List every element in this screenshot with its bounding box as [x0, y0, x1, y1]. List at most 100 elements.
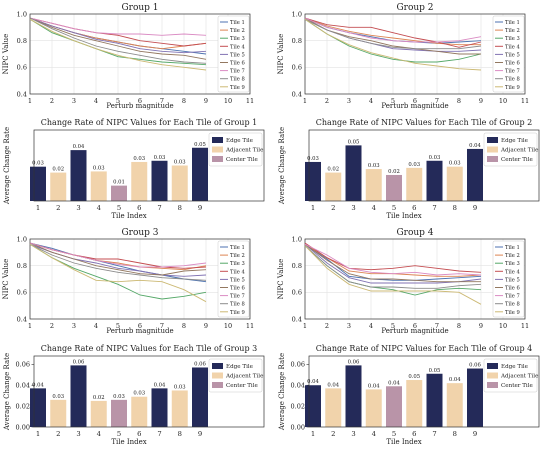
legend-box — [492, 15, 525, 93]
bar-tile-7 — [151, 160, 168, 201]
x-tick-label: 8 — [182, 97, 186, 105]
bar-value-label: 0.05 — [408, 374, 420, 380]
series-line-tile-7 — [304, 17, 482, 43]
series-line-tile-4 — [304, 242, 482, 273]
chart-title: Group 4 — [396, 228, 433, 238]
x-axis-label: Perturb magnitude — [106, 102, 173, 110]
bar-tile-1 — [30, 166, 46, 201]
y-tick-label: 0.00 — [291, 423, 305, 431]
y-tick-label: 0.6 — [17, 64, 27, 72]
legend-label: Tile 6 — [230, 286, 245, 292]
legend-label: Center Tile — [501, 383, 534, 389]
legend-label: Tile 9 — [230, 310, 245, 316]
series-line-tile-9 — [304, 245, 482, 305]
x-tick-label: 3 — [351, 204, 355, 212]
x-tick-label: 5 — [392, 430, 396, 438]
bar-tile-9 — [192, 147, 208, 201]
plot-frame — [308, 129, 540, 202]
x-tick-label: 6 — [412, 430, 416, 438]
legend-label: Adjacent Tile — [500, 148, 539, 154]
x-tick-label: 6 — [413, 97, 417, 105]
legend-label: Center Tile — [226, 383, 259, 389]
bar-chart-svg: Change Rate of NIPC Values for Each Tile… — [3, 344, 265, 446]
y-tick-label: 0.00 — [16, 423, 30, 431]
y-tick-label: 0.06 — [16, 361, 30, 369]
x-tick-label: 5 — [116, 97, 120, 105]
x-tick-label: 1 — [311, 430, 315, 438]
x-tick-label: 1 — [303, 97, 307, 105]
legend-swatch — [487, 363, 498, 369]
x-tick-label: 4 — [97, 430, 101, 438]
legend-box — [217, 240, 250, 318]
y-tick-label: 1.0 — [17, 235, 27, 243]
bar-tile-8 — [446, 383, 463, 427]
x-tick-label: 2 — [50, 97, 54, 105]
y-tick-label: 0.04 — [291, 382, 305, 390]
y-axis-label: NIPC Value — [2, 34, 10, 75]
x-tick-label: 3 — [72, 97, 76, 105]
x-tick-label: 8 — [453, 430, 457, 438]
bar-tile-8 — [446, 166, 463, 201]
bar-value-label: 0.03 — [52, 394, 64, 400]
line-chart-svg: Group 1 1 2 3 4 5 6 7 8 9 10 11 0.4 0.6 0.8 1.0 Perturb … — [2, 3, 254, 110]
x-tick-label: 4 — [94, 97, 98, 105]
x-tick-label: 7 — [157, 430, 161, 438]
x-tick-label: 3 — [347, 97, 351, 105]
x-tick-label: 11 — [521, 322, 529, 330]
group4-line-chart: Group 4 1 2 3 4 5 6 7 8 9 10 11 0.4 0.6 0.8 1.0 Perturb … — [275, 225, 550, 337]
bar-tile-8 — [171, 390, 188, 427]
bar-value-label: 0.03 — [408, 162, 420, 168]
bar-tile-9 — [467, 148, 483, 201]
bar-value-label: 0.05 — [429, 368, 441, 374]
x-tick-label: 2 — [56, 430, 60, 438]
chart-title: Change Rate of NIPC Values for Each Tile… — [316, 344, 532, 353]
legend-label: Tile 1 — [505, 20, 520, 26]
y-tick-label: 0.4 — [17, 90, 27, 98]
legend-swatch — [212, 146, 223, 153]
x-tick-label: 8 — [457, 322, 461, 330]
x-tick-label: 7 — [435, 97, 439, 105]
bar-tile-2 — [50, 399, 67, 427]
legend-label: Tile 8 — [230, 77, 245, 83]
group1-change-rate-bar-chart: Change Rate of NIPC Values for Each Tile… — [0, 113, 275, 223]
x-tick-label: 6 — [412, 204, 416, 212]
bar-value-label: 0.06 — [469, 363, 481, 369]
chart-title: Change Rate of NIPC Values for Each Tile… — [41, 344, 257, 353]
bar-value-label: 0.03 — [133, 156, 145, 162]
bar-tile-2 — [325, 388, 342, 427]
x-tick-label: 6 — [138, 97, 142, 105]
y-tick-label: 0.4 — [17, 315, 27, 323]
plot-frame — [29, 238, 251, 320]
y-tick-label: 0.02 — [16, 402, 30, 410]
y-tick-label: 0.6 — [17, 289, 27, 297]
x-tick-label: 4 — [369, 322, 373, 330]
series-line-tile-8 — [29, 243, 207, 281]
x-tick-label: 1 — [36, 430, 40, 438]
line-chart-svg: Group 3 1 2 3 4 5 6 7 8 9 10 11 0.4 0.6 0.8 1.0 Perturb … — [2, 228, 254, 335]
series-line-tile-9 — [29, 243, 207, 303]
group2-line-chart: Group 2 1 2 3 4 5 6 7 8 9 10 11 0.4 0.6 0.8 1.0 Perturb … — [275, 0, 550, 112]
x-tick-label: 3 — [347, 322, 351, 330]
legend-label: Edge Tile — [226, 364, 254, 370]
legend-label: Adjacent Tile — [500, 374, 539, 380]
bar-tile-7 — [151, 388, 168, 427]
x-tick-label: 4 — [372, 430, 376, 438]
bar-value-label: 0.03 — [154, 155, 166, 161]
y-tick-label: 0.8 — [292, 262, 302, 270]
series-line-tile-6 — [304, 243, 481, 283]
legend-label: Tile 7 — [230, 69, 245, 75]
x-tick-label: 7 — [160, 322, 164, 330]
bar-value-label: 0.04 — [73, 144, 85, 150]
bar-value-label: 0.04 — [307, 379, 319, 385]
legend-label: Tile 7 — [230, 294, 245, 300]
legend-box — [492, 240, 525, 318]
y-tick-label: 0.8 — [17, 262, 27, 270]
x-tick-label: 11 — [521, 97, 529, 105]
group2-change-rate-bar-chart: Change Rate of NIPC Values for Each Tile… — [275, 113, 550, 223]
bar-tile-4 — [365, 389, 382, 427]
legend-swatch — [487, 156, 498, 162]
x-tick-label: 10 — [224, 97, 232, 105]
series-line-tile-7 — [29, 242, 207, 268]
legend-label: Tile 4 — [230, 269, 245, 275]
bar-tile-5 — [386, 386, 402, 427]
